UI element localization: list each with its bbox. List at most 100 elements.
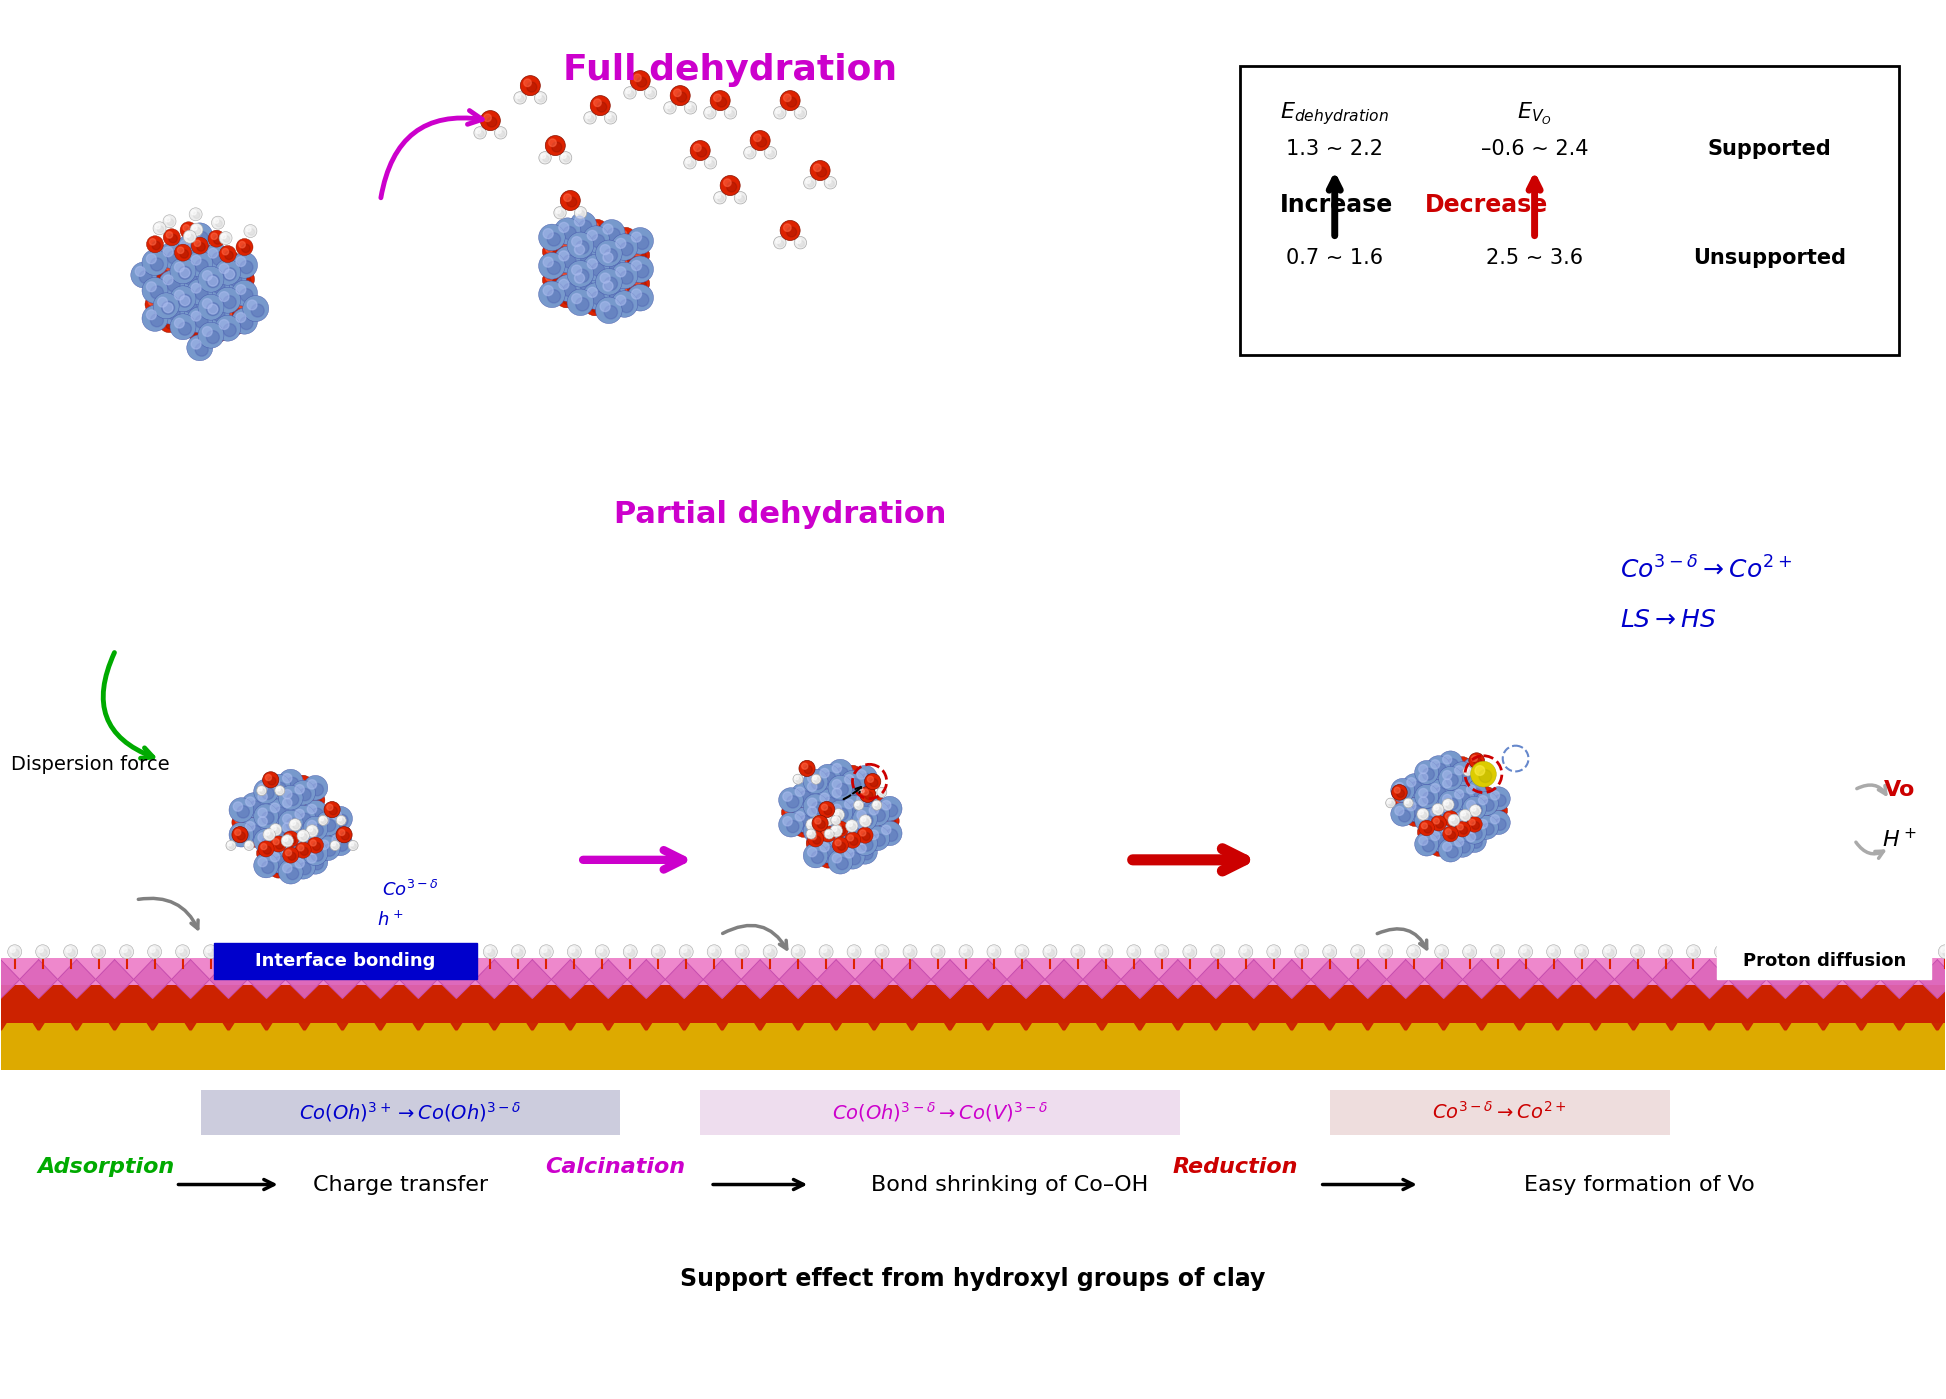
Circle shape xyxy=(290,830,315,855)
Circle shape xyxy=(257,824,267,834)
Circle shape xyxy=(294,792,304,802)
Circle shape xyxy=(183,284,189,291)
Circle shape xyxy=(327,804,333,810)
Circle shape xyxy=(191,269,198,276)
Circle shape xyxy=(158,297,167,308)
Circle shape xyxy=(278,778,286,785)
Polygon shape xyxy=(817,1031,854,1065)
Circle shape xyxy=(1442,795,1452,803)
Circle shape xyxy=(847,789,854,796)
Polygon shape xyxy=(1424,1031,1463,1065)
Circle shape xyxy=(1458,824,1463,830)
Circle shape xyxy=(880,807,889,817)
Circle shape xyxy=(1491,814,1500,824)
Circle shape xyxy=(827,775,852,800)
Circle shape xyxy=(1773,947,1779,953)
Circle shape xyxy=(311,842,321,852)
Circle shape xyxy=(1423,809,1442,827)
Circle shape xyxy=(313,842,321,851)
Circle shape xyxy=(905,947,911,953)
Polygon shape xyxy=(134,1031,171,1065)
Circle shape xyxy=(1399,799,1409,809)
Circle shape xyxy=(298,828,304,835)
Circle shape xyxy=(1446,803,1452,809)
Circle shape xyxy=(1493,804,1498,811)
Circle shape xyxy=(856,825,874,845)
Circle shape xyxy=(10,947,16,953)
Circle shape xyxy=(1442,827,1452,835)
Circle shape xyxy=(274,807,286,820)
Circle shape xyxy=(848,771,868,790)
Circle shape xyxy=(259,827,267,834)
Polygon shape xyxy=(1615,960,1652,999)
Circle shape xyxy=(629,298,638,306)
Circle shape xyxy=(852,839,878,865)
Circle shape xyxy=(1465,792,1475,802)
Circle shape xyxy=(1463,767,1473,776)
Circle shape xyxy=(706,109,710,113)
Circle shape xyxy=(335,825,341,832)
Circle shape xyxy=(831,771,841,781)
Circle shape xyxy=(1419,813,1428,821)
Circle shape xyxy=(272,821,280,828)
Circle shape xyxy=(566,197,576,207)
Circle shape xyxy=(578,285,586,294)
Polygon shape xyxy=(399,960,438,999)
Circle shape xyxy=(815,764,841,789)
Circle shape xyxy=(309,818,317,825)
Circle shape xyxy=(235,269,255,290)
Circle shape xyxy=(198,294,224,320)
Circle shape xyxy=(243,225,257,238)
Circle shape xyxy=(847,944,860,958)
Circle shape xyxy=(1442,813,1460,832)
Circle shape xyxy=(1748,950,1753,957)
Circle shape xyxy=(220,278,241,299)
Circle shape xyxy=(860,848,874,860)
Circle shape xyxy=(570,250,590,269)
Circle shape xyxy=(300,823,309,831)
Circle shape xyxy=(1746,947,1749,953)
Circle shape xyxy=(631,274,650,292)
Circle shape xyxy=(837,776,847,786)
Circle shape xyxy=(852,774,860,781)
Circle shape xyxy=(235,239,253,256)
Circle shape xyxy=(852,799,860,806)
Circle shape xyxy=(232,944,245,958)
Circle shape xyxy=(191,339,200,348)
Circle shape xyxy=(459,950,467,957)
Circle shape xyxy=(1405,785,1415,793)
Circle shape xyxy=(1415,793,1438,817)
Circle shape xyxy=(710,947,714,953)
Circle shape xyxy=(835,818,839,824)
Circle shape xyxy=(1450,786,1475,810)
Circle shape xyxy=(847,768,854,775)
Circle shape xyxy=(309,835,317,842)
Circle shape xyxy=(179,252,198,273)
Circle shape xyxy=(603,224,613,234)
Circle shape xyxy=(858,834,866,841)
Circle shape xyxy=(1465,772,1483,790)
Circle shape xyxy=(274,866,284,874)
Circle shape xyxy=(794,947,798,953)
Circle shape xyxy=(1434,835,1446,848)
Polygon shape xyxy=(1463,1002,1500,1031)
Circle shape xyxy=(309,839,317,846)
Circle shape xyxy=(880,811,899,831)
Circle shape xyxy=(1469,814,1475,821)
Circle shape xyxy=(191,224,202,236)
Circle shape xyxy=(339,817,342,821)
Circle shape xyxy=(1158,947,1162,953)
Polygon shape xyxy=(1880,960,1919,999)
Circle shape xyxy=(813,778,819,782)
Circle shape xyxy=(572,950,578,957)
Circle shape xyxy=(559,151,572,164)
Polygon shape xyxy=(1006,1031,1045,1065)
Circle shape xyxy=(300,806,319,824)
Circle shape xyxy=(270,803,280,813)
Circle shape xyxy=(1417,804,1426,813)
Circle shape xyxy=(158,308,163,316)
Circle shape xyxy=(1448,768,1456,776)
Circle shape xyxy=(306,839,325,859)
Text: $Co^{3-\delta} \rightarrow Co^{2+}$: $Co^{3-\delta} \rightarrow Co^{2+}$ xyxy=(1432,1101,1567,1123)
Circle shape xyxy=(1430,814,1448,832)
